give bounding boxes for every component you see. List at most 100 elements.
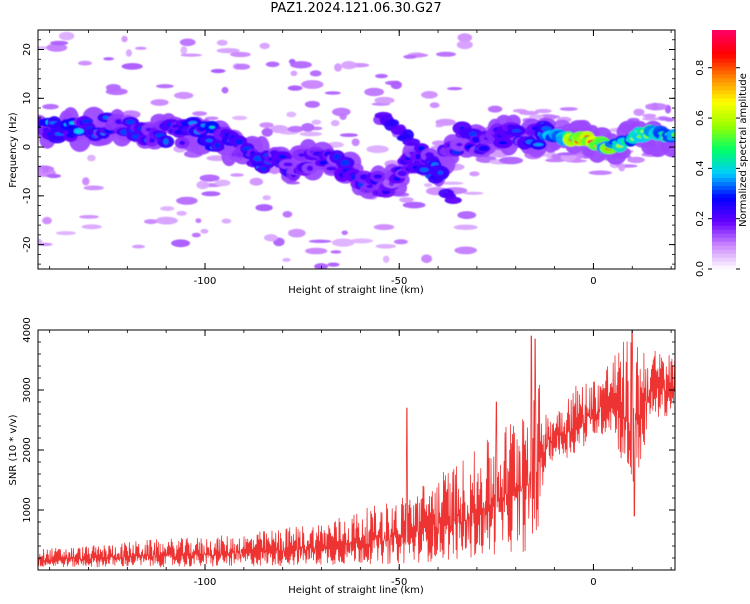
spectrogram-speckle — [171, 239, 191, 248]
spectrogram-speckle — [196, 180, 209, 190]
spectrogram-speckle — [288, 228, 306, 238]
spectrogram-speckle — [436, 51, 456, 57]
spectrogram-ridge-core — [283, 162, 293, 167]
colorbar-cell — [712, 57, 736, 63]
colorbar-cell — [712, 225, 736, 230]
spectrogram-speckle — [144, 219, 158, 225]
spectrogram-speckle — [42, 166, 50, 174]
spectrogram-speckle — [332, 107, 351, 117]
spectrogram-speckle — [79, 215, 99, 219]
colorbar-cell — [712, 129, 736, 135]
colorbar-cell — [712, 209, 736, 214]
spectrogram-speckle — [309, 70, 322, 77]
spectrogram-speckle — [334, 63, 342, 72]
spectrogram-speckle — [366, 145, 389, 154]
spectrogram-speckle — [588, 170, 612, 175]
colorbar-cell — [712, 241, 736, 246]
colorbar-cell — [712, 141, 736, 147]
spectrogram-speckle — [305, 247, 328, 255]
spectrogram-speckle — [191, 232, 201, 238]
spectrogram-speckle — [327, 262, 340, 267]
colorbar-cell — [712, 237, 736, 242]
spectrogram-ridge-core — [393, 176, 401, 182]
spectrogram-ridge-core — [417, 145, 425, 151]
spectrogram-xtick-label: -100 — [194, 276, 217, 287]
spectrogram-speckle — [304, 100, 320, 108]
colorbar-cell — [712, 145, 736, 151]
spectrogram-speckle — [538, 114, 561, 119]
spectrogram-speckle — [341, 230, 348, 236]
spectrogram-ridge-core — [318, 160, 329, 166]
spectrogram-speckle — [287, 125, 305, 133]
spectrogram-ridge-core — [541, 126, 552, 132]
spectrogram-speckle — [463, 191, 484, 195]
spectrogram-ridge-core — [306, 165, 314, 172]
colorbar-cell — [712, 109, 736, 115]
spectrogram-speckle — [440, 181, 464, 185]
colorbar-cell — [712, 165, 736, 171]
snr-panel: -100 -50 0 1000 2000 3000 4000 Height of strai… — [8, 317, 676, 596]
spectrogram-speckle — [160, 206, 175, 212]
colorbar-cell — [712, 181, 736, 186]
spectrogram-speckle — [339, 113, 347, 120]
snr-ytick-label: 2000 — [22, 437, 33, 462]
colorbar-cell — [712, 221, 736, 226]
spectrogram-speckle — [121, 35, 128, 43]
colorbar-ticks: 0.0 0.2 0.4 0.6 0.8 — [695, 60, 740, 277]
snr-ytick-label: 3000 — [22, 377, 33, 402]
colorbar-cell — [712, 257, 736, 262]
spectrogram-speckle — [627, 156, 645, 164]
spectrogram-ridge-core — [373, 174, 383, 179]
colorbar-tick-label: 0.6 — [695, 110, 706, 126]
colorbar-cell — [712, 85, 736, 91]
spectrogram-speckle — [81, 224, 102, 230]
spectrogram-speckle — [259, 42, 270, 50]
colorbar-cell — [712, 30, 736, 35]
spectrogram-speckle — [176, 196, 198, 205]
spectrogram-speckle — [50, 40, 69, 46]
colorbar-cell — [712, 89, 736, 95]
spectrogram-speckle — [216, 48, 240, 54]
spectrogram-speckle — [192, 111, 208, 116]
spectrogram-ridge-core — [437, 170, 444, 175]
spectrogram-speckle — [633, 108, 645, 117]
spectrogram-speckle — [103, 57, 114, 61]
spectrogram-speckle — [214, 179, 231, 187]
colorbar-cell — [712, 69, 736, 75]
snr-ytick-label: 1000 — [22, 497, 33, 522]
spectrogram-speckle — [216, 39, 228, 46]
spectrogram-speckle — [230, 51, 251, 58]
spectrogram-speckle — [331, 238, 355, 247]
spectrogram-speckle — [121, 63, 143, 70]
spectrogram-speckle — [656, 116, 670, 121]
colorbar-cell — [712, 133, 736, 139]
spectrogram-frame — [37, 29, 676, 270]
spectrogram-speckle — [341, 60, 357, 70]
colorbar-tick-label: 0.4 — [695, 160, 706, 176]
colorbar-cell — [712, 185, 736, 190]
spectrogram-secondary-blob — [388, 119, 400, 127]
spectrogram-speckle — [232, 115, 248, 121]
spectrogram-speckle — [264, 234, 278, 242]
spectrogram-secondary-blob — [402, 138, 421, 147]
colorbar-cell — [712, 153, 736, 159]
spectrogram-ridge-core — [326, 166, 337, 171]
colorbar-cell — [712, 97, 736, 103]
colorbar-gradient — [712, 30, 736, 270]
spectrogram-speckle — [421, 254, 433, 263]
spectrogram-speckle — [180, 53, 202, 57]
colorbar-cell — [712, 245, 736, 250]
colorbar-tick-label: 0.8 — [695, 60, 706, 76]
spectrogram-speckle — [195, 218, 202, 224]
spectrogram-speckle — [105, 88, 128, 96]
spectrogram-speckle — [259, 122, 274, 128]
spectrogram-speckle — [429, 102, 440, 109]
spectrogram-speckle — [453, 224, 478, 230]
spectrogram-speckle — [262, 195, 271, 201]
spectrogram-speckle — [46, 173, 62, 179]
colorbar-tick-label: 0.0 — [695, 261, 706, 277]
spectrogram-ridge-core — [366, 184, 374, 189]
